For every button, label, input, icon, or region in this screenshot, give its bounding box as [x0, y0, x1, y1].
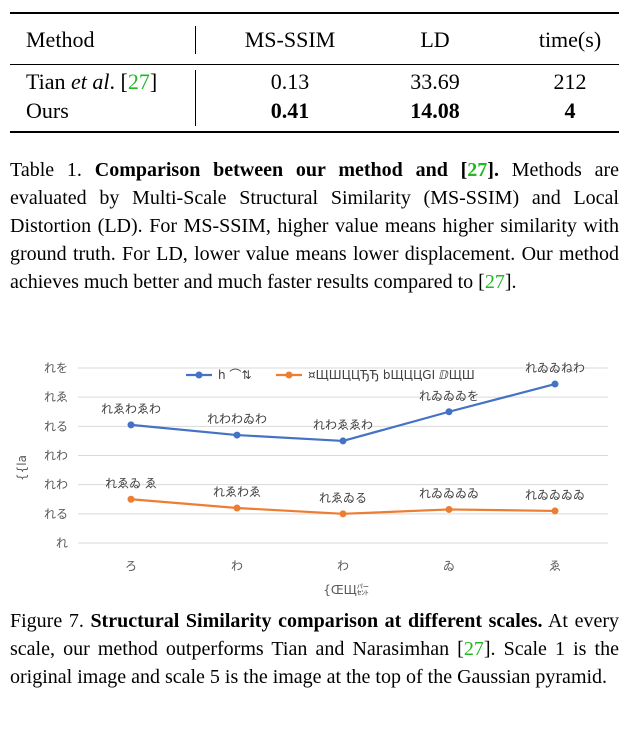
- data-label: れゐゐゐゐ: [525, 488, 585, 502]
- header-time: time(s): [538, 27, 602, 52]
- citation-link[interactable]: 27: [484, 271, 505, 293]
- data-point: [233, 431, 241, 439]
- header-ms-ssim: MS-SSIM: [244, 27, 336, 52]
- row-ours-ms-ssim: 0.41: [270, 98, 310, 123]
- x-axis-label: {ŒЩ㌫: [323, 583, 369, 597]
- row-tian-method: Tian et al. [27]: [26, 69, 158, 94]
- x-tick-label: ゑ: [549, 559, 561, 573]
- legend-swatch-marker: [285, 371, 293, 379]
- chart-gridlines: [78, 367, 608, 544]
- y-tick-label: れ: [56, 536, 68, 550]
- data-label: れゐゐゐを: [419, 389, 479, 403]
- x-tick-label: わ: [231, 559, 243, 573]
- citation-link[interactable]: 27: [463, 638, 484, 660]
- header-ld: LD: [420, 27, 450, 52]
- citation-link[interactable]: 27: [127, 69, 150, 94]
- x-tick-label: ゐ: [443, 559, 455, 573]
- y-axis-label: {{la: [15, 455, 29, 481]
- data-label: れゑゐる: [319, 491, 367, 505]
- data-label: れわゑゑわ: [313, 418, 373, 432]
- table-header-rule: [10, 64, 619, 65]
- x-axis-ticks: ろわわゐゑ: [125, 559, 561, 573]
- legend-label: h ⌒⇅: [218, 368, 251, 382]
- y-tick-label: れる: [44, 507, 68, 521]
- data-point: [127, 495, 135, 503]
- chart-legend: h ⌒⇅ ¤ЩШЦЦЂЂ bЩЦЦGI ⅅЩШ: [186, 368, 475, 382]
- data-label: れゑゐ ゑ: [105, 476, 157, 490]
- x-tick-label: ろ: [125, 559, 137, 573]
- legend-swatch-marker: [195, 371, 203, 379]
- data-label: れゐゐねわ: [525, 361, 585, 375]
- table-column-divider: [195, 70, 196, 126]
- data-point: [339, 510, 347, 518]
- row-tian-ld: 33.69: [410, 69, 460, 94]
- legend-label: ¤ЩШЦЦЂЂ bЩЦЦGI ⅅЩШ: [308, 368, 475, 382]
- y-tick-label: れゑ: [44, 390, 68, 404]
- row-ours-time: 4: [564, 98, 576, 123]
- y-tick-label: れわ: [44, 449, 68, 463]
- data-point: [233, 504, 241, 512]
- data-point: [339, 437, 347, 445]
- row-tian-time: 212: [553, 69, 587, 94]
- table-top-rule: [10, 12, 619, 14]
- row-ours-method: Ours: [26, 98, 69, 123]
- data-point: [127, 421, 135, 429]
- figure-caption: Figure 7. Structural Similarity comparis…: [10, 610, 620, 688]
- header-method: Method: [26, 27, 95, 52]
- table-bottom-rule: [10, 131, 619, 133]
- citation-link[interactable]: 27: [467, 159, 488, 181]
- x-tick-label: わ: [337, 559, 349, 573]
- legend-item: ¤ЩШЦЦЂЂ bЩЦЦGI ⅅЩШ: [276, 368, 475, 382]
- data-label: れゐゐゐゐ: [419, 486, 479, 500]
- y-tick-label: れを: [44, 361, 68, 375]
- row-tian-ms-ssim: 0.13: [270, 69, 310, 94]
- series-line: [130, 382, 556, 443]
- data-point: [445, 408, 453, 416]
- table-caption: Table 1. Comparison between our method a…: [10, 159, 619, 293]
- data-label: れゑわゑ: [213, 485, 261, 499]
- row-ours-ld: 14.08: [410, 98, 460, 123]
- data-point: [551, 507, 559, 515]
- legend-item: h ⌒⇅: [186, 368, 251, 382]
- y-tick-label: れわ: [44, 478, 68, 492]
- similarity-line-chart: れれる れわ れわ れる れゑ れを ろわわゐゑ れゑわゑわ れわわゐわ れわゑゑわ れゐゐゐを…: [8, 350, 620, 600]
- data-point: [445, 505, 453, 513]
- data-label: れわわゐわ: [207, 412, 267, 426]
- y-tick-label: れる: [44, 419, 68, 433]
- data-label: れゑわゑわ: [101, 402, 161, 416]
- table-column-divider: [195, 26, 196, 54]
- chart-canvas: れれるれわれわれるれゑれを ろわわゐゑ れゑわゑわれわわゐわ れわゑゑわれゐゐゐを…: [15, 361, 608, 597]
- data-point: [551, 380, 559, 388]
